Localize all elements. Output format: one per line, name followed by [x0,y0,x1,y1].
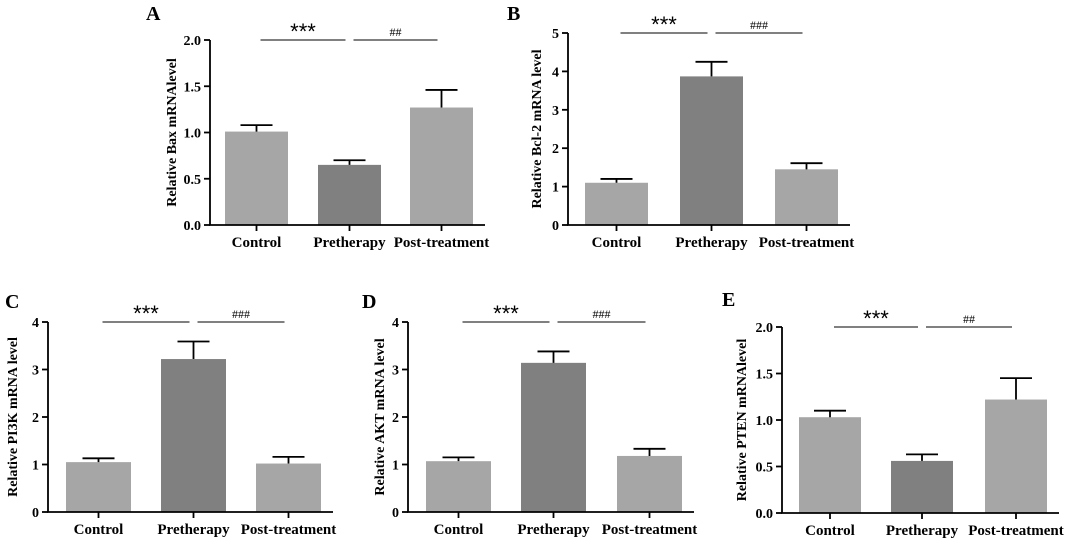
y-axis-label: Relative PTEN mRNAlevel [735,339,750,502]
significance-label: *** [863,306,889,331]
y-tick-label: 2.0 [756,321,774,336]
bar-control [426,461,491,512]
y-tick-label: 4 [32,316,39,331]
bar-pretherapy [521,362,586,512]
bar-pretherapy [680,76,743,225]
x-tick-label: Control [74,522,124,538]
y-axis-label: Relative PI3K mRNA level [6,337,21,497]
x-tick-label: Post-treatment [241,522,337,538]
x-tick-label: Control [805,523,855,539]
x-tick-label: Pretherapy [886,523,959,539]
y-tick-label: 3 [32,364,39,379]
y-tick-label: 2 [552,142,559,157]
error-bar-control [442,456,475,462]
bar-post-treatment [256,463,321,512]
bar-pretherapy [891,460,953,513]
panel-d: D Relative AKT mRNA level 0 1 2 3 4 Control Pret… [362,291,697,538]
y-tick-label: 1.5 [756,368,774,383]
bar-post-treatment [410,107,473,225]
significance-label: *** [651,12,677,37]
bar-control [799,417,861,513]
error-bar-control [82,457,115,463]
y-tick-label: 1 [552,181,559,196]
x-tick-label: Control [592,235,642,251]
y-tick-label: 2 [32,411,39,426]
y-tick-label: 4 [552,65,559,80]
y-tick-label: 2 [392,411,399,426]
y-tick-label: 0.5 [756,461,774,476]
error-bar-pretherapy [333,159,366,165]
y-tick-label: 1 [32,459,39,474]
bar-post-treatment [985,399,1047,513]
y-axis-label: Relative Bax mRNAlevel [165,58,180,207]
y-axis-label: Relative Bcl-2 mRNA level [530,49,545,208]
error-bar-post-treatment [272,456,305,464]
x-tick-label: Post-treatment [602,522,698,538]
significance-label: ## [963,312,975,326]
error-bar-control [240,124,273,132]
significance-label: *** [493,301,519,326]
bar-post-treatment [775,169,838,225]
error-bar-pretherapy [906,453,938,461]
bar-control [66,462,131,512]
error-bar-pretherapy [695,60,728,77]
y-tick-label: 3 [392,364,399,379]
panel-letter: E [722,289,735,311]
y-tick-label: 1.5 [184,80,202,95]
bar-pretherapy [161,359,226,512]
y-tick-label: 1.0 [184,127,202,142]
significance-label: ## [390,25,402,39]
error-bar-post-treatment [633,447,666,456]
x-tick-label: Pretherapy [675,235,748,251]
error-bar-pretherapy [177,340,210,360]
x-tick-label: Pretherapy [313,235,386,251]
panel-letter: D [362,291,376,313]
panel-b: B Relative Bcl-2 mRNA level 0 1 2 3 4 5 Control P… [507,3,854,251]
error-bar-control [600,178,633,183]
bar-control [225,131,288,225]
y-tick-label: 0.5 [184,173,202,188]
x-tick-label: Post-treatment [394,235,490,251]
x-tick-label: Post-treatment [759,235,855,251]
panel-a: A Relative Bax mRNAlevel 0.0 0.5 1.0 1.5 2.0 Co… [146,3,489,251]
y-tick-label: 0 [32,506,39,521]
panel-letter: C [5,291,19,313]
error-bar-post-treatment [1000,377,1032,400]
y-tick-label: 1 [392,459,399,474]
y-tick-label: 0 [552,219,559,234]
panel-letter: B [507,3,520,25]
x-tick-label: Control [434,522,484,538]
error-bar-post-treatment [790,162,823,170]
y-tick-label: 4 [392,316,399,331]
x-tick-label: Pretherapy [517,522,590,538]
y-axis-label: Relative AKT mRNA level [373,338,388,495]
significance-label: *** [290,19,316,44]
y-tick-label: 0 [392,506,399,521]
bar-post-treatment [617,455,682,512]
y-tick-label: 5 [552,27,559,42]
significance-label: *** [133,301,159,326]
y-tick-label: 1.0 [756,414,774,429]
significance-label: ### [593,307,611,321]
significance-label: ### [750,18,768,32]
bar-pretherapy [318,164,381,225]
error-bar-pretherapy [537,350,570,363]
x-tick-label: Pretherapy [157,522,230,538]
y-tick-label: 0.0 [184,219,202,234]
panel-c: C Relative PI3K mRNA level 0 1 2 3 4 Control Pre… [5,291,336,538]
x-tick-label: Control [232,235,282,251]
y-tick-label: 2.0 [184,34,202,49]
error-bar-post-treatment [425,89,458,108]
significance-label: ### [232,307,250,321]
x-tick-label: Post-treatment [968,523,1064,539]
error-bar-control [814,409,846,418]
y-tick-label: 0.0 [756,507,774,522]
bar-control [585,182,648,225]
panel-e: E Relative PTEN mRNAlevel 0.0 0.5 1.0 1.5 2.0 C… [722,289,1064,539]
y-tick-label: 3 [552,104,559,119]
panel-letter: A [146,3,161,25]
